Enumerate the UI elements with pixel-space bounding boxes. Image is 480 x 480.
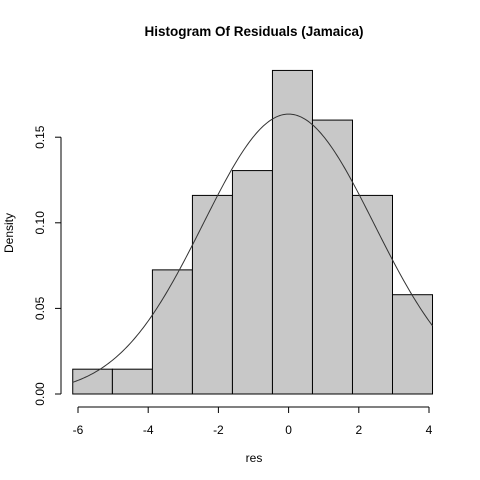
- x-tick-label-4: 0: [285, 423, 292, 437]
- y-tick-label-1: 0.00: [33, 382, 47, 406]
- x-tick-label-6: 4: [426, 423, 433, 437]
- histogram-bar-4: [191, 194, 233, 395]
- histogram-bar-9: [391, 294, 434, 395]
- y-tick-label-3: 0.10: [33, 211, 47, 235]
- x-tick-label-1: -6: [73, 423, 84, 437]
- histogram-bar-3: [151, 269, 193, 395]
- chart-title: Histogram Of Residuals (Jamaica): [144, 24, 363, 39]
- histogram-bar-7: [311, 119, 353, 395]
- x-tick-label-5: 2: [355, 423, 362, 437]
- x-tick-label-2: -4: [143, 423, 154, 437]
- histogram-bar-5: [231, 170, 273, 395]
- histogram-bar-8: [351, 194, 393, 395]
- histogram-bar-6: [271, 69, 313, 395]
- y-tick-label-2: 0.05: [33, 296, 47, 320]
- histogram-bar-1: [72, 368, 113, 395]
- y-axis-label: Density: [2, 213, 16, 253]
- x-axis-label: res: [246, 451, 263, 465]
- histogram-bars: [72, 69, 434, 395]
- y-axis: 0.00 0.05 0.10 0.15: [33, 125, 62, 406]
- density-curve: [72, 113, 433, 383]
- y-tick-label-4: 0.15: [33, 125, 47, 149]
- x-axis: -6 -4 -2 0 2 4: [73, 406, 433, 437]
- histogram-bar-2: [111, 368, 153, 395]
- x-tick-label-3: -2: [213, 423, 224, 437]
